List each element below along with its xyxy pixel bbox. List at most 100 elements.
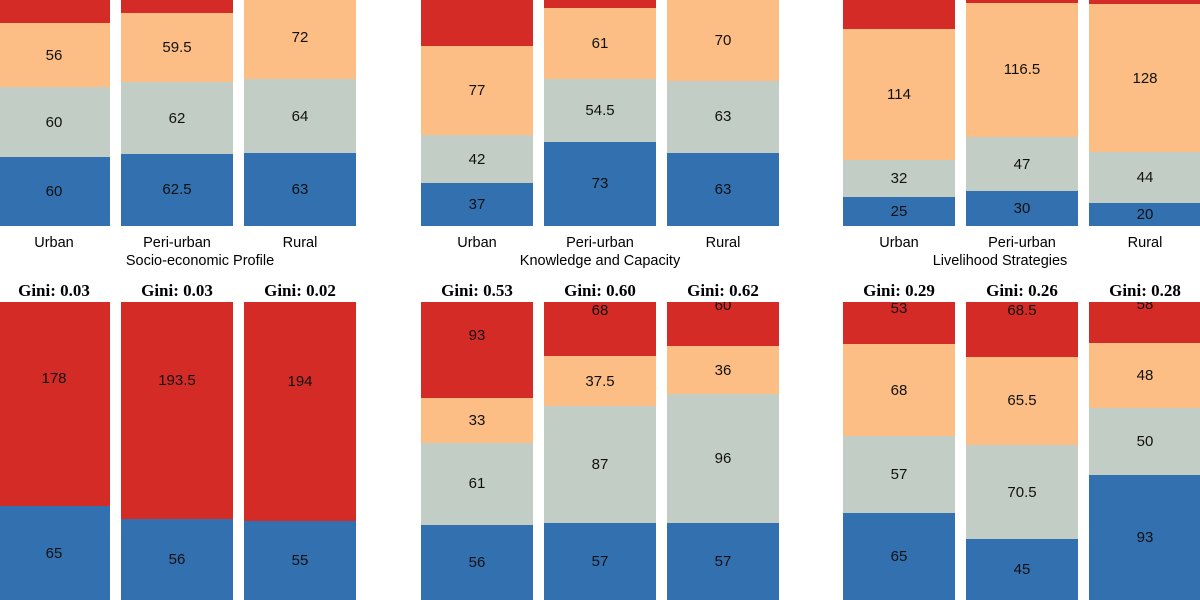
segment-value-label: 96	[714, 450, 732, 468]
stacked-bar[interactable]: 128 44 20	[1089, 0, 1200, 226]
panel-column-2: 114 32 25 116.5 47 30 128 44 20 Urban Peri-urban Ru…	[800, 0, 1200, 600]
panel-title: Socio-economic Profile	[125, 253, 275, 269]
bar-segment-blue: 62.5	[121, 153, 233, 226]
gini-label: Gini: 0.60	[564, 281, 636, 300]
bar-segment-gray: 32	[843, 160, 955, 198]
segment-value-label: 63	[714, 181, 732, 199]
bar-segment-orange: 65.5	[966, 356, 1078, 445]
stacked-bar[interactable]: 93 33 61 56	[421, 302, 533, 600]
bar-segment-red: 194	[244, 302, 356, 521]
bar-segment-orange: 48	[1089, 343, 1200, 408]
lower-stacked-chart: 93 33 61 56 68 37.5 87 57 60 36 96 57	[400, 302, 800, 600]
segment-value-label: 61	[591, 35, 609, 53]
segment-value-label: 114	[887, 85, 911, 103]
x-axis-tick-labels: Urban Peri-urban Rural	[400, 234, 800, 252]
bar-segment-red: 93	[421, 302, 533, 399]
segment-value-label: 65	[890, 547, 908, 565]
segment-value-label: 30	[1013, 200, 1031, 218]
segment-value-label: 56	[45, 46, 63, 64]
stacked-bar[interactable]: 77 42 37	[421, 0, 533, 226]
segment-value-label: 60	[45, 182, 63, 200]
gini-label: Gini: 0.28	[1109, 281, 1181, 300]
bar-segment-gray: 57	[843, 435, 955, 513]
stacked-bar[interactable]: 114 32 25	[843, 0, 955, 226]
bar-segment-blue: 57	[667, 523, 779, 600]
bar-segment-red	[843, 0, 955, 29]
stacked-bar[interactable]: 61 54.5 73	[544, 0, 656, 226]
bar-segment-orange: 72	[244, 0, 356, 80]
segment-value-label: 37.5	[585, 372, 615, 390]
bar-segment-blue: 65	[0, 506, 110, 600]
bar-segment-orange: 37.5	[544, 355, 656, 407]
stacked-bar[interactable]: 58 48 50 93	[1089, 302, 1200, 600]
segment-value-label: 93	[1136, 528, 1154, 546]
segment-value-label: 50	[1136, 432, 1154, 450]
segment-value-label: 178	[41, 369, 67, 387]
bar-segment-orange: 128	[1089, 4, 1200, 153]
stacked-bar[interactable]: 70 63 63	[667, 0, 779, 226]
bar-segment-red	[121, 0, 233, 14]
stacked-bar[interactable]: 59.5 62 62.5	[121, 0, 233, 226]
stacked-bar[interactable]: 60 36 96 57	[667, 302, 779, 600]
segment-value-label: 36	[714, 361, 732, 379]
segment-value-label: 20	[1136, 205, 1154, 223]
bar-segment-blue: 25	[843, 197, 955, 226]
segment-value-label: 72	[291, 29, 309, 47]
bar-segment-blue: 63	[667, 153, 779, 226]
panel-title: Knowledge and Capacity	[519, 253, 681, 269]
bar-segment-blue: 60	[0, 156, 110, 226]
upper-stacked-chart: 56 60 60 59.5 62 62.5 72 64 63	[0, 0, 400, 228]
segment-value-label: 56	[168, 551, 186, 569]
segment-value-label: 57	[714, 553, 732, 571]
segment-value-label: 33	[468, 411, 486, 429]
segment-value-label: 47	[1013, 155, 1031, 173]
panel-column-0: 56 60 60 59.5 62 62.5 72 64 63 Urban Peri-urban Rur…	[0, 0, 400, 600]
stacked-bar[interactable]: 68 37.5 87 57	[544, 302, 656, 600]
stacked-bar[interactable]: 193.5 56	[121, 302, 233, 600]
segment-value-label: 70	[714, 31, 732, 49]
segment-value-label: 37	[468, 196, 486, 214]
bar-segment-orange: 114	[843, 28, 955, 161]
bar-segment-red	[0, 0, 110, 23]
bar-segment-blue: 65	[843, 512, 955, 600]
stacked-bar[interactable]: 178 65	[0, 302, 110, 600]
bar-segment-gray: 42	[421, 134, 533, 184]
gini-label: Gini: 0.26	[986, 281, 1058, 300]
bar-segment-blue: 57	[544, 523, 656, 600]
segment-value-label: 59.5	[162, 39, 192, 57]
bar-segment-gray: 62	[121, 82, 233, 154]
lower-stacked-chart: 178 65 193.5 56 194 55	[0, 302, 400, 600]
bar-segment-red	[421, 0, 533, 46]
stacked-bar[interactable]: 56 60 60	[0, 0, 110, 226]
x-tick-label-urban: Urban	[457, 235, 497, 251]
bar-segment-orange: 116.5	[966, 2, 1078, 138]
segment-value-label: 57	[591, 553, 609, 571]
x-tick-label-urban: Urban	[879, 235, 919, 251]
bar-segment-red	[1089, 0, 1200, 5]
bar-segment-orange: 36	[667, 345, 779, 395]
bar-segment-blue: 55	[244, 520, 356, 600]
segment-value-label: 128	[1132, 69, 1158, 87]
stacked-bar[interactable]: 72 64 63	[244, 0, 356, 226]
bar-segment-gray: 87	[544, 406, 656, 524]
gini-label-row: Gini: 0.03 Gini: 0.03 Gini: 0.02	[0, 281, 400, 301]
x-tick-label-peri-urban: Peri-urban	[988, 235, 1056, 251]
bar-segment-blue: 56	[421, 524, 533, 600]
bar-segment-gray: 61	[421, 442, 533, 525]
gini-label: Gini: 0.03	[18, 281, 90, 300]
segment-value-label: 68	[890, 381, 908, 399]
stacked-bar[interactable]: 194 55	[244, 302, 356, 600]
segment-value-label: 62.5	[162, 181, 192, 199]
bar-segment-red: 193.5	[121, 302, 233, 520]
lower-stacked-chart: 53 68 57 65 68.5 65.5 70.5 45 58 48 50 93	[800, 302, 1200, 600]
bar-segment-red: 58	[1089, 302, 1200, 344]
segment-value-label: 193.5	[158, 372, 196, 390]
bar-segment-orange: 61	[544, 8, 656, 79]
stacked-bar[interactable]: 116.5 47 30	[966, 0, 1078, 226]
segment-value-label: 58	[1136, 302, 1154, 313]
segment-value-label: 56	[468, 553, 486, 571]
segment-value-label: 65	[45, 544, 63, 562]
segment-value-label: 53	[890, 302, 908, 318]
stacked-bar[interactable]: 53 68 57 65	[843, 302, 955, 600]
stacked-bar[interactable]: 68.5 65.5 70.5 45	[966, 302, 1078, 600]
